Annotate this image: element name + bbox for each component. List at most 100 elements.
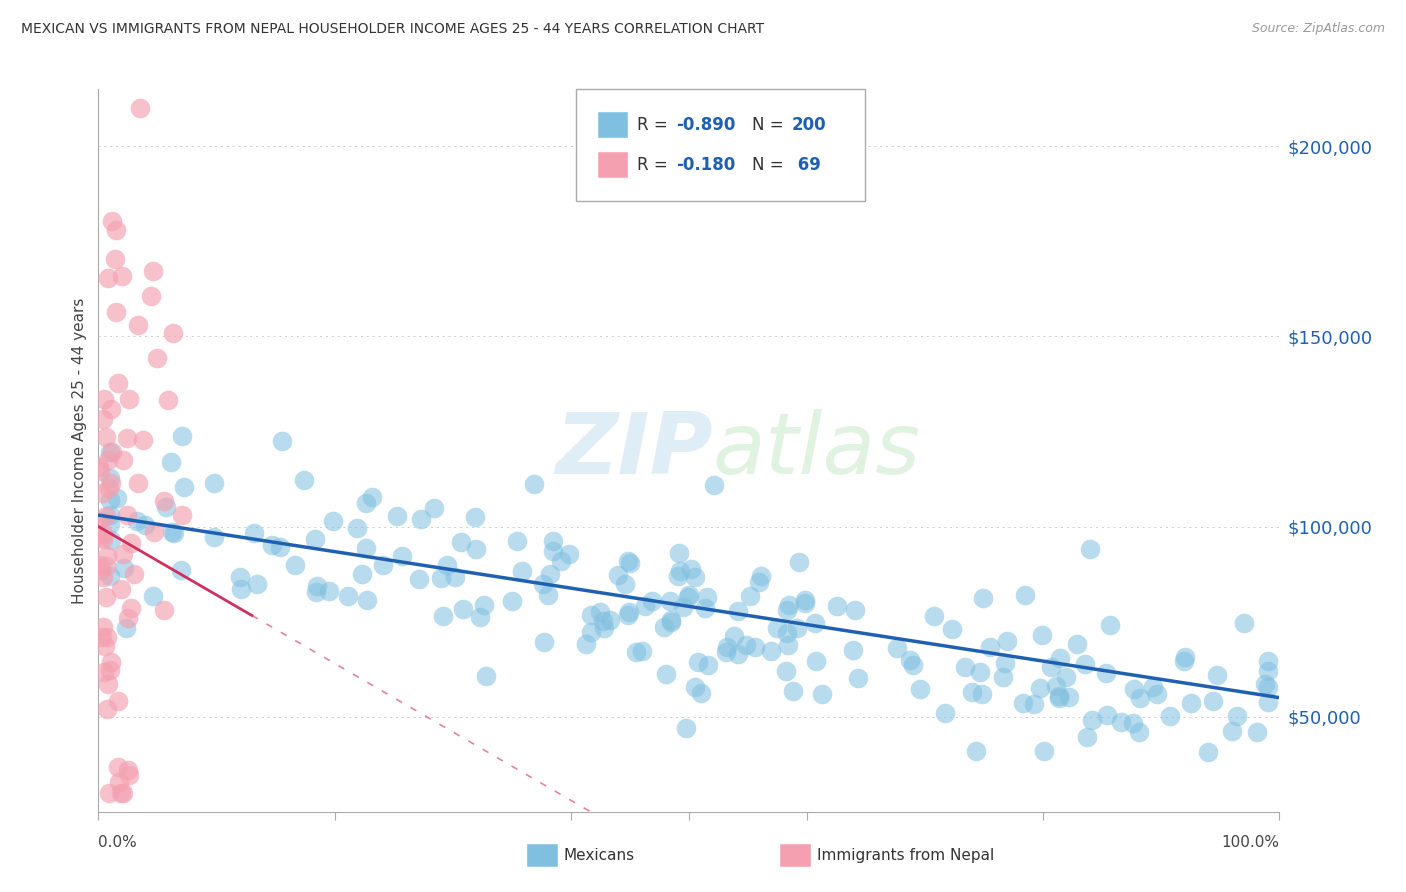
Point [616,608,638,623]
Point [354,495,377,509]
Point [1257,680,1279,694]
Point [751,569,773,583]
Point [972,687,994,701]
Point [641,593,664,607]
Point [1174,650,1197,665]
Point [776,626,799,640]
Point [714,645,737,659]
Point [740,589,762,603]
Point [120,536,142,550]
Text: R =: R = [637,156,673,174]
Point [411,512,433,526]
Point [432,609,454,624]
Point [128,101,150,115]
Point [581,608,603,623]
Point [1099,618,1122,632]
Point [697,657,720,672]
Point [142,525,165,540]
Point [104,223,127,237]
Point [93,392,115,407]
Point [716,640,738,655]
Point [1201,693,1223,707]
Point [98,508,121,522]
Text: 100.0%: 100.0% [1222,835,1279,849]
Point [96,549,118,564]
Point [304,532,326,546]
Point [886,641,908,656]
Point [100,533,122,548]
Point [550,554,572,568]
Point [1220,723,1243,738]
Point [160,525,183,540]
Text: 200: 200 [792,116,827,134]
Point [117,763,139,777]
Point [683,570,706,584]
Point [118,392,141,406]
Point [848,671,870,685]
Point [132,433,155,447]
Text: N =: N = [752,156,789,174]
Point [101,214,124,228]
Point [786,621,808,635]
Point [972,591,994,606]
Point [995,633,1018,648]
Point [115,508,138,523]
Point [960,685,983,699]
Point [172,429,194,443]
Point [284,558,307,573]
Point [1254,677,1277,691]
Point [356,541,378,555]
Point [531,577,554,591]
Point [94,509,117,524]
Point [142,264,165,278]
Point [464,509,486,524]
Point [575,637,598,651]
Text: Source: ZipAtlas.com: Source: ZipAtlas.com [1251,22,1385,36]
Point [1095,665,1118,680]
Point [592,614,614,628]
Point [1206,668,1229,682]
Point [617,605,640,619]
Point [1180,696,1202,710]
Point [690,686,713,700]
Point [97,481,120,495]
Point [160,455,183,469]
Point [688,655,710,669]
Point [1056,670,1078,684]
Point [669,564,692,578]
Point [350,566,373,581]
Point [89,459,111,474]
Point [475,669,498,683]
Point [89,464,111,478]
Point [1057,690,1080,704]
Point [538,567,561,582]
Point [1173,654,1195,668]
Text: ZIP: ZIP [555,409,713,492]
Point [371,558,394,573]
Point [1029,681,1052,695]
Point [505,534,527,549]
Point [993,670,1015,684]
Point [112,453,135,467]
Point [558,547,581,561]
Point [94,590,117,604]
Point [98,663,121,677]
Point [844,603,866,617]
Point [229,570,252,584]
Point [100,476,122,491]
Point [202,475,225,490]
Point [105,491,128,505]
Point [318,584,340,599]
Point [1078,541,1101,556]
Point [955,660,977,674]
Point [1122,682,1144,697]
Point [782,684,804,698]
Point [172,508,194,523]
Point [1197,745,1219,759]
Point [117,767,139,781]
Point [451,602,474,616]
Point [269,541,291,555]
Point [681,561,703,575]
Point [91,412,114,426]
Point [696,590,718,604]
